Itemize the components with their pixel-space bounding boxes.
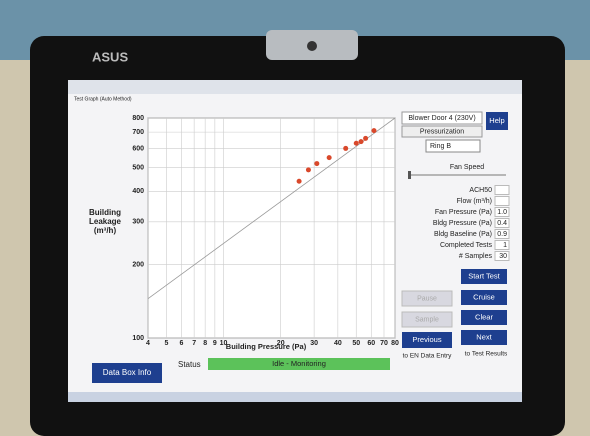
reading-value: 0.9 [497,231,507,238]
slider-thumb[interactable] [408,171,411,179]
y-tick-label: 800 [132,115,144,122]
x-tick-label: 30 [310,340,318,347]
point [343,146,348,151]
x-tick-label: 80 [391,340,399,347]
x-tick-label: 5 [164,340,168,347]
x-label: Building Pressure (Pa) [226,342,307,351]
reading-box [495,197,509,206]
y-label: Building Leakage (m³/h) [80,208,130,235]
data-box[interactable]: Data Box Info [103,368,152,377]
x-tick-label: 7 [192,340,196,347]
status: Idle - Monitoring [272,359,326,368]
point [359,139,364,144]
reading-value: 1 [503,242,507,249]
brand: ASUS [92,49,128,64]
y-tick-label: 500 [132,165,144,172]
y-tick-label: 400 [132,188,144,195]
x-tick-label: 8 [203,340,207,347]
y-tick-label: 200 [132,262,144,269]
reading-value: 0.4 [497,220,507,227]
x-tick-label: 50 [352,340,360,347]
plot-area [148,118,395,338]
fan-speed: Fan Speed [450,164,484,171]
lens [307,41,317,51]
x-tick-label: 6 [179,340,183,347]
status-label: Status [178,360,201,369]
reading-value: 1.0 [497,209,507,216]
mode: Pressurization [420,128,464,135]
reading-label: Flow (m³/h) [457,198,492,205]
y-tick-label: 100 [132,335,144,342]
point [306,167,311,172]
y-tick-label: 700 [132,129,144,136]
help[interactable]: Help [489,116,504,125]
sample[interactable]: Sample [415,316,439,323]
cruise[interactable]: Cruise [473,292,495,301]
point [297,179,302,184]
reading-label: # Samples [459,253,493,260]
x-tick-label: 60 [367,340,375,347]
reading-label: Fan Pressure (Pa) [435,209,492,216]
point [314,161,319,166]
point [354,141,359,146]
page: ASUS Test Graph (Auto Method) Building P… [0,0,590,436]
reading-label: Bldg Pressure (Pa) [433,220,492,227]
clear[interactable]: Clear [475,312,493,321]
x-tick-label: 9 [213,340,217,347]
next[interactable]: Next [476,332,492,341]
x-tick-label: 20 [277,340,285,347]
reading-box [495,186,509,195]
taskbar [68,392,522,402]
reading-label: Bldg Baseline (Pa) [434,231,492,238]
device: Blower Door 4 (230V) [408,115,475,122]
x-tick-label: 10 [220,340,228,347]
y-tick-label: 600 [132,145,144,152]
x-tick-label: 4 [146,340,150,347]
y-tick-label: 300 [132,219,144,226]
ring[interactable]: Ring B [430,143,451,150]
pause[interactable]: Pause [417,295,437,302]
reading-value: 30 [499,253,507,260]
point [371,128,376,133]
title-bar [68,80,522,94]
x-tick-label: 40 [334,340,342,347]
point [363,136,368,141]
point [327,155,332,160]
next-caption: to Test Results [465,351,508,358]
previous-caption: to EN Data Entry [403,353,453,360]
window-title: Test Graph (Auto Method) [74,96,132,102]
reading-label: Completed Tests [440,242,493,249]
x-tick-label: 70 [380,340,388,347]
start[interactable]: Start Test [468,271,500,280]
previous[interactable]: Previous [412,335,441,344]
reading-label: ACH50 [469,187,492,194]
